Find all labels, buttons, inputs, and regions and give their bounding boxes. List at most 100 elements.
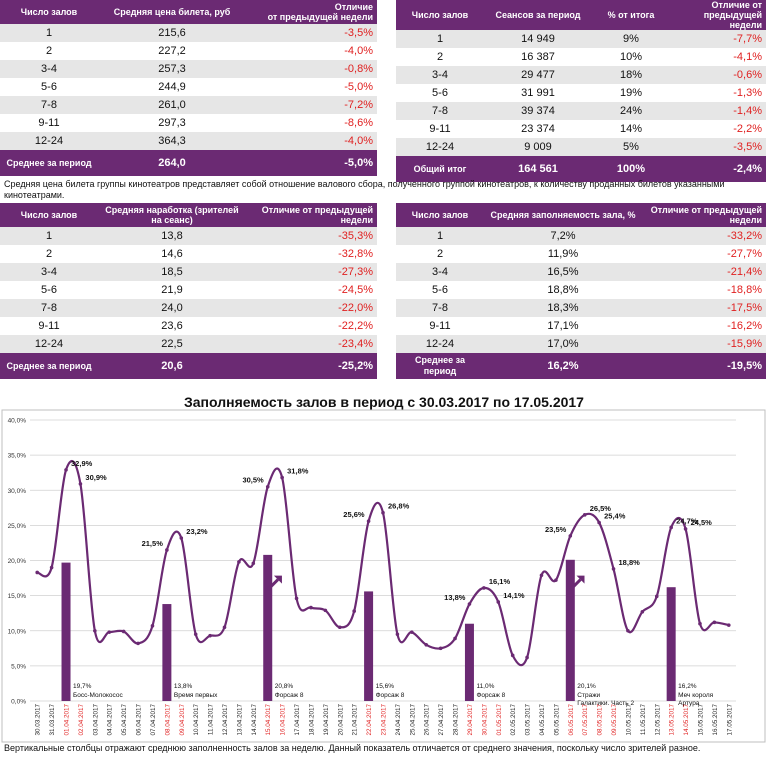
- point-value-label: 13,8%: [444, 593, 466, 602]
- table-row: 5-6 244,9 -5,0%: [0, 78, 377, 96]
- table-cell: 9-11: [429, 123, 451, 135]
- data-point: [726, 623, 731, 627]
- table-cell: 5-6: [41, 81, 57, 93]
- table-cell: Среднее за период: [0, 150, 98, 176]
- table-cell: 17,0%: [484, 335, 642, 353]
- table-cell: 18,8%: [547, 284, 579, 296]
- table-cell: -16,2%: [727, 320, 762, 332]
- data-point: [208, 633, 212, 638]
- table-row: 3-4 257,3 -0,8%: [0, 60, 377, 78]
- table-cell: 215,6: [98, 24, 246, 42]
- bars-note: Вертикальные столбцы отражают среднюю за…: [4, 743, 701, 753]
- x-tick-label: 01.05.2017: [496, 704, 503, 736]
- data-point: [352, 609, 356, 613]
- data-point: [438, 646, 443, 651]
- t2-h3: Отличие от предыдущей недели: [670, 0, 766, 30]
- table-cell: -0,8%: [246, 60, 377, 78]
- table-cell: 16,5%: [484, 263, 642, 281]
- x-tick-label: 12.04.2017: [222, 704, 229, 736]
- data-point: [568, 534, 573, 538]
- bar-value-label: 20,8%: [275, 683, 294, 690]
- bar-film-label: Босс-Молокосос: [73, 692, 123, 699]
- table-cell: -2,4%: [670, 156, 766, 182]
- x-tick-label: 15.05.2017: [697, 704, 704, 736]
- table-row: 1 7,2% -33,2%: [396, 227, 766, 245]
- bar-film-label: Меч короля: [678, 692, 713, 699]
- weekly-bar: [263, 554, 273, 701]
- x-tick-label: 13.04.2017: [236, 704, 243, 736]
- t1-h0: Число залов: [0, 0, 98, 24]
- table-cell: 9%: [592, 30, 670, 48]
- table-cell: 13,8: [98, 227, 246, 245]
- table-cell: 2: [436, 248, 444, 260]
- data-point: [93, 628, 97, 633]
- point-value-label: 32,9%: [71, 459, 93, 468]
- table-cell: -1,3%: [733, 87, 762, 99]
- table-row: 12-24 22,5 -23,4%: [0, 335, 377, 353]
- table-cell: -2,2%: [733, 123, 762, 135]
- table-cell: 14%: [619, 123, 643, 135]
- x-tick-label: 02.04.2017: [78, 704, 85, 736]
- bar-value-label: 15,6%: [376, 683, 395, 690]
- data-point: [294, 596, 299, 601]
- data-point: [251, 561, 256, 566]
- table-row: 7-8 39 374 24% -1,4%: [396, 102, 766, 120]
- table-row: 5-6 31 991 19% -1,3%: [396, 84, 766, 102]
- x-tick-label: 11.05.2017: [640, 704, 647, 736]
- bar-value-label: 16,2%: [678, 683, 697, 690]
- data-point: [265, 484, 270, 489]
- x-tick-label: 01.04.2017: [64, 704, 71, 736]
- point-value-label: 25,4%: [604, 512, 626, 521]
- x-tick-label: 04.04.2017: [107, 704, 114, 736]
- x-tick-label: 27.04.2017: [438, 704, 445, 736]
- table-cell: 1: [0, 227, 98, 245]
- bar-value-label: 13,8%: [174, 683, 193, 690]
- arrow-up-right-icon: [273, 575, 282, 584]
- x-tick-label: 12.05.2017: [654, 704, 661, 736]
- t2-body: 1 14 949 9% -7,7% 2 16 387 10% -4,1% 3-4 29 477 18…: [396, 30, 766, 182]
- t3-body: 1 13,8 -35,3% 2 14,6 -32,8% 3-4 18,5 -27,3% 5-6 21…: [0, 227, 377, 379]
- bar-film-label: Форсаж 8: [476, 692, 505, 699]
- t2-h0: Число залов: [396, 0, 484, 30]
- arrow-up-right-icon: [266, 578, 279, 591]
- data-point: [410, 630, 414, 634]
- table-cell: -35,3%: [246, 227, 377, 245]
- data-point: [309, 605, 313, 610]
- table-cell: 3-4: [0, 60, 98, 78]
- table-cell: 14,6: [161, 248, 183, 260]
- table-cell: 7,2%: [484, 227, 642, 245]
- ticket-price-table: Число залов Средняя цена билета, руб Отл…: [0, 0, 377, 176]
- table-cell: 100%: [592, 156, 670, 182]
- table-row: 2 227,2 -4,0%: [0, 42, 377, 60]
- x-tick-label: 03.05.2017: [525, 704, 532, 736]
- x-tick-label: 04.05.2017: [539, 704, 546, 736]
- x-tick-label: 09.04.2017: [179, 704, 186, 736]
- table-cell: -23,4%: [246, 335, 377, 353]
- table-cell: -3,5%: [246, 24, 377, 42]
- table-cell: -4,0%: [246, 132, 377, 150]
- ticket-price-note: Средняя цена билета группы кинотеатров п…: [4, 179, 725, 200]
- table-cell: 12-24: [0, 132, 98, 150]
- y-tick-label: 30,0%: [8, 488, 27, 495]
- table-row: 12-24 17,0% -15,9%: [396, 335, 766, 353]
- x-tick-label: 03.04.2017: [92, 704, 99, 736]
- x-tick-label: 14.05.2017: [683, 704, 690, 736]
- bar-film-label: Время первых: [174, 692, 218, 699]
- table-cell: -24,5%: [338, 284, 373, 296]
- data-point: [683, 527, 688, 531]
- table-cell: Среднее за период: [396, 353, 484, 379]
- x-tick-label: 18.04.2017: [308, 704, 315, 736]
- x-tick-label: 19.04.2017: [323, 704, 330, 736]
- table-row: 9-11 17,1% -16,2%: [396, 317, 766, 335]
- table-cell: 14 949: [484, 30, 592, 48]
- table-row: 3-4 18,5 -27,3%: [0, 263, 377, 281]
- data-point: [193, 632, 198, 637]
- table-row: 9-11 23 374 14% -2,2%: [396, 120, 766, 138]
- point-value-label: 14,1%: [503, 591, 525, 600]
- data-point: [611, 567, 616, 571]
- table-cell: 3-4: [396, 66, 484, 84]
- table-cell: -22,0%: [246, 299, 377, 317]
- table-row: 9-11 297,3 -8,6%: [0, 114, 377, 132]
- table-cell: 24%: [592, 102, 670, 120]
